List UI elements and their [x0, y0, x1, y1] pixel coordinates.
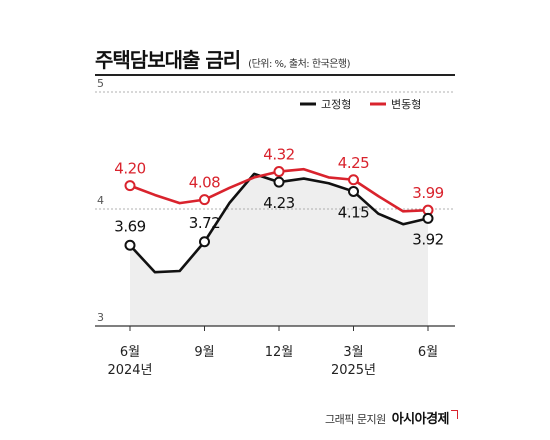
fixed-rate-point: [124, 239, 136, 251]
x-tick-year-label: 2024년: [107, 363, 152, 378]
floating-rate-point: [124, 180, 136, 192]
fixed-rate-point: [199, 236, 210, 248]
fixed-rate-point: [273, 176, 285, 188]
fixed-rate-point: [422, 212, 434, 224]
floating-rate-data-label: 3.99: [412, 184, 443, 202]
y-tick-label: 4: [97, 194, 104, 207]
floating-rate-point: [273, 166, 285, 178]
graphic-credit: 그래픽 문지원: [324, 413, 386, 426]
x-tick-label: 12월: [265, 345, 294, 360]
x-tick-label: 6월: [418, 345, 438, 360]
publisher-brand: 아시아경제: [391, 412, 450, 427]
floating-rate-data-label: 4.25: [338, 154, 369, 172]
floating-rate-data-label: 4.20: [114, 160, 145, 178]
fixed-rate-data-label: 4.15: [338, 203, 369, 221]
title-row: 주택담보대출 금리 (단위: %, 출처: 한국은행): [95, 44, 455, 73]
legend: 고정형 변동형: [300, 98, 421, 111]
y-tick-label: 5: [97, 77, 104, 90]
footer: 그래픽 문지원 아시아경제: [325, 408, 458, 427]
x-tick-label: 3월: [343, 345, 363, 360]
legend-label: 고정형: [321, 98, 351, 111]
chart-subtitle: (단위: %, 출처: 한국은행): [248, 59, 351, 70]
brand-mark-icon: [451, 410, 458, 419]
floating-rate-data-label: 4.08: [189, 174, 220, 192]
floating-rate-point: [199, 194, 210, 206]
floating-rate-data-label: 4.32: [263, 146, 294, 164]
y-tick-label: 3: [97, 311, 104, 324]
fixed-rate-point: [348, 185, 359, 197]
x-tick-year-label: 2025년: [331, 363, 376, 378]
fixed-rate-data-label: 3.92: [412, 230, 443, 248]
fixed-rate-data-label: 4.23: [263, 194, 294, 212]
x-tick-label: 6월: [120, 345, 140, 360]
chart-title: 주택담보대출 금리: [95, 48, 241, 72]
legend-label: 변동형: [391, 98, 421, 111]
fixed-rate-data-label: 3.72: [189, 214, 220, 232]
x-tick-label: 9월: [194, 345, 214, 360]
fixed-rate-area: [130, 173, 428, 326]
floating-rate-point: [348, 174, 359, 186]
fixed-rate-data-label: 3.69: [114, 217, 145, 235]
title-rule: [95, 74, 455, 76]
